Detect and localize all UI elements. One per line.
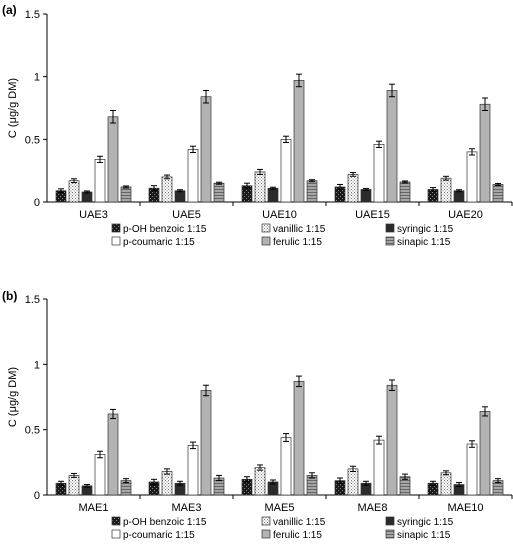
bar: [213, 182, 225, 203]
bar: [187, 149, 199, 203]
legend-swatch: [385, 236, 395, 246]
bar: [440, 177, 452, 203]
bar: [107, 116, 119, 203]
bar: [466, 151, 478, 203]
bar: [200, 96, 212, 203]
bar: [306, 180, 318, 203]
bar: [174, 190, 186, 203]
x-tick-label: UAE5: [172, 209, 201, 221]
legend-label: vanillic 1:15: [273, 224, 326, 235]
y-tick-label: 0.5: [25, 134, 40, 146]
bar: [360, 189, 372, 203]
legend-swatch: [385, 529, 395, 539]
y-tick-label: 0: [34, 490, 40, 502]
chart-panel-b: (b) C (μg/g DM) 0 0.5 1 1.5 MAE1 MAE3 MAE5 MAE8 MA…: [2, 289, 513, 541]
bar: [399, 181, 411, 203]
y-axis-label: C (μg/g DM): [7, 78, 19, 138]
y-tick-label: 1.5: [25, 294, 40, 306]
bar: [254, 171, 266, 203]
bar: [479, 103, 491, 203]
bar: [200, 390, 212, 496]
bar: [280, 138, 292, 203]
legend-label: p-coumaric 1:15: [123, 530, 195, 541]
bar: [293, 80, 305, 203]
legend-label: syringic 1:15: [397, 517, 454, 528]
x-tick-label: MAE10: [447, 502, 483, 514]
x-tick-label: MAE3: [172, 502, 202, 514]
legend-label: sinapic 1:15: [397, 530, 451, 541]
legend-label: vanillic 1:15: [273, 517, 326, 528]
x-tick-label: UAE15: [355, 209, 390, 221]
bar: [280, 437, 292, 496]
bar: [120, 186, 132, 203]
bar: [373, 439, 385, 496]
chart-panel-a: (a) C (μg/g DM) 0 0.5 1 1.5 UAE3 UAE5 UAE10 UAE15…: [2, 3, 513, 248]
x-tick-label: UAE10: [262, 209, 297, 221]
bar: [466, 443, 478, 496]
legend-label: p-OH benzoic 1:15: [123, 517, 207, 528]
bar: [479, 411, 491, 496]
legend-swatch: [111, 236, 121, 246]
bar: [68, 180, 80, 203]
x-tick-label: MAE1: [79, 502, 109, 514]
bar: [94, 454, 106, 496]
x-tick-label: MAE8: [358, 502, 388, 514]
y-axis-label: C (μg/g DM): [7, 367, 19, 427]
bar: [94, 159, 106, 203]
x-tick-label: UAE3: [79, 209, 108, 221]
bar: [347, 174, 359, 203]
bar: [254, 467, 266, 496]
bar: [267, 187, 279, 203]
legend-swatch: [261, 223, 271, 233]
bar: [161, 471, 173, 496]
legend-swatch: [111, 529, 121, 539]
y-tick-label: 1: [34, 72, 40, 84]
bar: [293, 380, 305, 496]
bar: [81, 191, 93, 203]
legend-swatch: [261, 236, 271, 246]
legend-label: sinapic 1:15: [397, 237, 451, 248]
legend-swatch: [261, 529, 271, 539]
legend-swatch: [385, 223, 395, 233]
y-tick-label: 1.5: [25, 9, 40, 21]
bar: [453, 190, 465, 203]
legend-label: p-coumaric 1:15: [123, 237, 195, 248]
bar: [386, 384, 398, 496]
legend-swatch: [111, 223, 121, 233]
legend-label: p-OH benzoic 1:15: [123, 224, 207, 235]
y-tick-label: 0: [34, 197, 40, 209]
bar: [68, 475, 80, 496]
bar: [492, 184, 504, 203]
legend-swatch: [261, 516, 271, 526]
panel-label: (a): [2, 3, 17, 17]
bar: [347, 468, 359, 496]
legend-label: syringic 1:15: [397, 224, 454, 235]
x-tick-label: UAE20: [448, 209, 483, 221]
legend-swatch: [111, 516, 121, 526]
bar: [107, 413, 119, 496]
legend-swatch: [385, 516, 395, 526]
bar: [161, 176, 173, 203]
legend-label: ferulic 1:15: [273, 530, 322, 541]
bar: [187, 444, 199, 496]
legend-label: ferulic 1:15: [273, 237, 322, 248]
bar: [440, 472, 452, 496]
y-tick-label: 0.5: [25, 425, 40, 437]
bar: [386, 90, 398, 203]
bar: [373, 143, 385, 203]
panel-label: (b): [2, 289, 17, 303]
x-tick-label: MAE5: [265, 502, 295, 514]
y-tick-label: 1: [34, 359, 40, 371]
